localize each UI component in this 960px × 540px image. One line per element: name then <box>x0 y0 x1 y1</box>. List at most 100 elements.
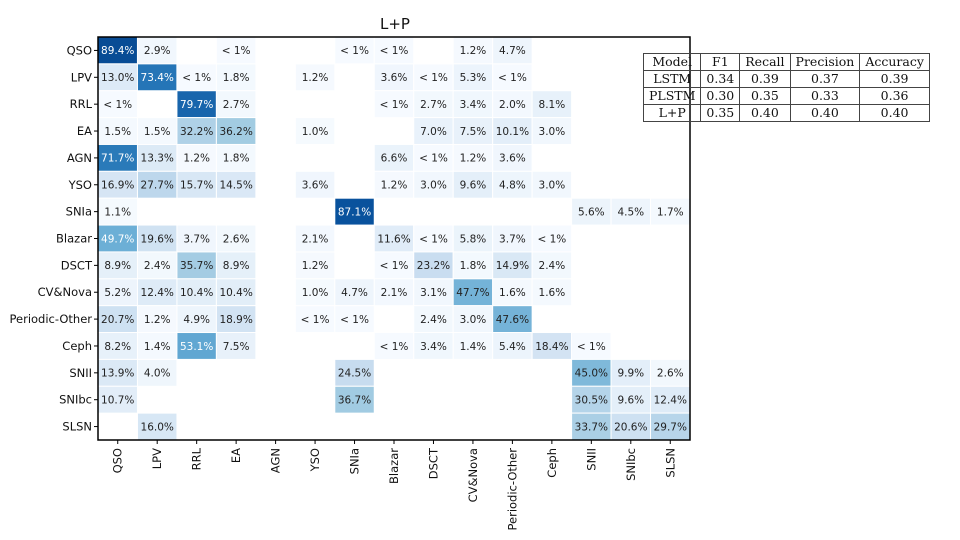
heatmap-cell-label: 24.5% <box>338 368 371 380</box>
chart-title: L+P <box>380 15 410 33</box>
heatmap-cell-label: 7.5% <box>223 341 250 353</box>
metrics-cell: 0.30 <box>700 87 741 105</box>
heatmap-cell-label: 11.6% <box>377 233 410 245</box>
y-tick-label: SNII <box>69 366 92 380</box>
heatmap-cell <box>650 197 691 226</box>
x-tick-label: LPV <box>150 448 164 469</box>
y-tick-label: RRL <box>70 97 93 111</box>
heatmap-cell-label: 2.7% <box>223 99 250 111</box>
heatmap-cell <box>215 90 257 119</box>
metrics-header-f1: F1 <box>700 53 741 71</box>
heatmap-cell-label: 14.9% <box>496 260 529 272</box>
heatmap-cell <box>136 412 178 441</box>
heatmap-cell-label: 47.6% <box>496 314 529 326</box>
heatmap-cell <box>97 278 138 307</box>
heatmap-cell <box>294 117 336 145</box>
heatmap-cell-label: < 1% <box>340 45 369 57</box>
heatmap-cell <box>413 305 454 334</box>
heatmap-cell <box>413 251 454 280</box>
heatmap-cell-label: 9.6% <box>617 395 644 407</box>
heatmap-cell <box>215 305 257 334</box>
heatmap-cell-label: 13.3% <box>141 153 174 165</box>
metrics-header-precision: Precision <box>789 53 861 71</box>
heatmap-cell-label: 19.6% <box>141 233 174 245</box>
heatmap-cell <box>373 143 415 172</box>
heatmap-cell <box>136 358 178 387</box>
heatmap-cell <box>215 170 257 199</box>
heatmap-cell <box>215 224 257 253</box>
x-tick-label: QSO <box>111 448 125 473</box>
heatmap-cell-label: < 1% <box>103 99 132 111</box>
heatmap-cell <box>492 63 533 92</box>
heatmap-cells <box>97 36 691 441</box>
x-tick-label: SLSN <box>663 448 677 478</box>
heatmap-cell <box>334 197 375 226</box>
y-tick-label: SNIbc <box>59 393 92 407</box>
heatmap-cell <box>413 170 454 199</box>
heatmap-cell <box>610 358 652 387</box>
metrics-cell: L+P <box>642 104 702 122</box>
heatmap-cell <box>571 412 612 441</box>
heatmap-cell <box>136 332 178 360</box>
heatmap-cell <box>373 63 415 92</box>
heatmap-cell-label: 45.0% <box>575 368 608 380</box>
y-tick-label: QSO <box>67 43 92 57</box>
heatmap-cell <box>452 63 494 92</box>
heatmap-cell-label: 2.4% <box>420 314 447 326</box>
heatmap-cell <box>334 385 375 414</box>
x-tick-label: AGN <box>269 448 283 473</box>
heatmap-cell-label: 16.0% <box>141 421 174 433</box>
metrics-cell: 0.37 <box>789 70 861 88</box>
y-tick-label: YSO <box>68 178 92 192</box>
heatmap-cell-label: 33.7% <box>575 421 608 433</box>
metrics-cell: PLSTM <box>642 87 702 105</box>
metrics-header-accuracy: Accuracy <box>859 53 930 71</box>
heatmap-cell-label: 53.1% <box>180 341 213 353</box>
heatmap-cell <box>97 170 138 199</box>
heatmap-cell <box>452 224 494 253</box>
heatmap-cell-label: 16.9% <box>101 180 134 192</box>
heatmap-cell-label: 47.7% <box>456 287 489 299</box>
heatmap-cell <box>176 170 217 199</box>
heatmap-cell <box>215 117 257 145</box>
heatmap-cell-label: 3.0% <box>539 126 566 138</box>
heatmap-cell-label: 29.7% <box>654 421 687 433</box>
heatmap-cell <box>215 332 257 360</box>
heatmap-cell <box>413 224 454 253</box>
heatmap-cell <box>215 63 257 92</box>
heatmap-cell-label: 4.9% <box>183 314 210 326</box>
heatmap-cell-label: 5.3% <box>460 72 487 84</box>
metrics-cell: LSTM <box>642 70 702 88</box>
heatmap-cell-label: 3.1% <box>420 287 447 299</box>
heatmap-cell-label: 1.8% <box>460 260 487 272</box>
heatmap-cell <box>610 197 652 226</box>
heatmap-cell-label: 1.2% <box>460 45 487 57</box>
metrics-header-model: Model <box>642 53 702 71</box>
heatmap-cell-label: 1.2% <box>144 314 171 326</box>
heatmap-cell <box>492 36 533 65</box>
heatmap-cell-label: 5.8% <box>460 233 487 245</box>
heatmap-cell-label: 10.7% <box>101 395 134 407</box>
heatmap-cell-label: 4.5% <box>617 206 644 218</box>
heatmap-cell <box>492 143 533 172</box>
heatmap-cell-label: 35.7% <box>180 260 213 272</box>
heatmap-cell <box>452 305 494 334</box>
heatmap-cell-label: < 1% <box>222 45 251 57</box>
heatmap-cell <box>215 278 257 307</box>
heatmap-cell-label: 23.2% <box>417 260 450 272</box>
y-tick-label: EA <box>77 124 92 138</box>
heatmap-cell-label: < 1% <box>419 233 448 245</box>
heatmap-cell-label: 1.2% <box>460 153 487 165</box>
heatmap-cell <box>492 251 533 280</box>
heatmap-cell-label: 1.4% <box>144 341 171 353</box>
metrics-cell: 0.39 <box>739 70 791 88</box>
metrics-cell: 0.33 <box>789 87 861 105</box>
heatmap-cell-label: < 1% <box>419 72 448 84</box>
heatmap-cell-label: 8.9% <box>223 260 250 272</box>
heatmap-cell-label: < 1% <box>182 72 211 84</box>
heatmap-cell-label: 1.4% <box>460 341 487 353</box>
y-tick-label: SLSN <box>62 420 92 434</box>
heatmap-cell <box>97 251 138 280</box>
heatmap-cell-label: 30.5% <box>575 395 608 407</box>
metrics-table: Model F1 Recall Precision Accuracy LSTM … <box>642 53 930 122</box>
